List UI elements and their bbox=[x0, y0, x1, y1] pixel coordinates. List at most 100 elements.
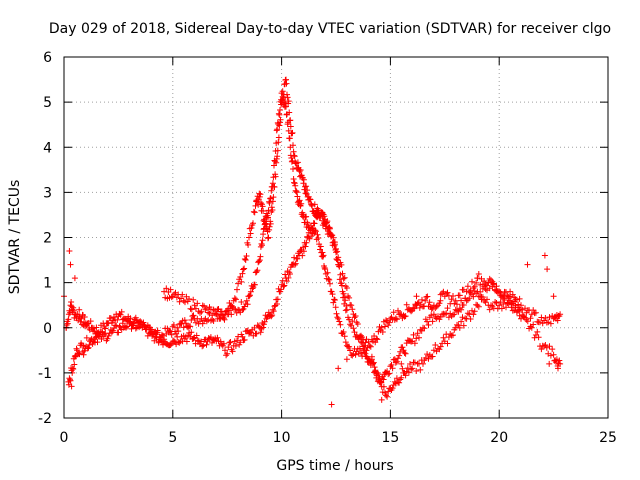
data-point bbox=[261, 216, 268, 223]
data-point bbox=[238, 278, 245, 285]
data-point bbox=[66, 248, 73, 254]
data-point bbox=[418, 327, 425, 334]
data-point bbox=[342, 339, 349, 346]
data-point bbox=[410, 304, 417, 311]
data-point bbox=[337, 271, 344, 278]
data-point bbox=[377, 378, 384, 385]
data-point bbox=[266, 200, 273, 206]
data-point bbox=[158, 331, 165, 338]
data-point bbox=[297, 167, 304, 173]
data-point bbox=[554, 317, 561, 324]
data-point bbox=[224, 350, 231, 357]
data-point bbox=[550, 293, 557, 300]
data-point bbox=[488, 302, 494, 309]
data-point bbox=[194, 337, 201, 344]
data-point bbox=[175, 328, 182, 335]
data-point bbox=[222, 311, 228, 318]
y-tick-label: 5 bbox=[43, 95, 52, 111]
data-point bbox=[490, 281, 497, 288]
data-point bbox=[557, 311, 564, 318]
data-point bbox=[341, 333, 348, 340]
data-point bbox=[535, 334, 542, 341]
data-point bbox=[503, 304, 509, 311]
data-point bbox=[450, 311, 456, 318]
data-point bbox=[274, 147, 281, 154]
axis-ticks: 0 5 10 15 20 25 -2 -1 0 1 2 3 4 5 6 bbox=[38, 50, 617, 446]
data-point bbox=[367, 343, 374, 350]
data-point bbox=[432, 305, 439, 311]
data-point bbox=[93, 324, 100, 331]
data-point bbox=[288, 158, 295, 165]
data-point bbox=[481, 278, 488, 284]
data-point bbox=[220, 340, 227, 347]
data-point bbox=[130, 322, 137, 329]
data-point bbox=[437, 291, 444, 298]
data-point bbox=[203, 305, 210, 312]
data-point bbox=[349, 306, 356, 313]
data-point bbox=[470, 293, 477, 300]
data-point bbox=[287, 271, 293, 277]
data-point bbox=[340, 290, 347, 297]
data-point bbox=[398, 360, 405, 367]
data-point bbox=[67, 377, 74, 384]
data-point bbox=[524, 318, 531, 325]
data-point bbox=[81, 314, 88, 320]
data-point bbox=[342, 297, 349, 304]
data-point bbox=[243, 253, 250, 259]
data-point bbox=[286, 109, 293, 116]
data-point bbox=[192, 305, 199, 312]
data-point bbox=[228, 311, 235, 318]
data-point bbox=[335, 365, 342, 372]
data-point bbox=[458, 297, 465, 304]
data-point bbox=[452, 297, 459, 304]
data-point bbox=[227, 339, 234, 345]
data-point bbox=[75, 350, 82, 357]
data-point bbox=[235, 280, 242, 287]
data-point bbox=[238, 299, 245, 305]
data-point bbox=[199, 320, 206, 327]
data-point bbox=[430, 311, 437, 318]
data-point bbox=[530, 307, 537, 314]
data-point bbox=[115, 329, 122, 336]
data-point bbox=[328, 401, 335, 408]
data-point bbox=[269, 306, 276, 313]
data-point bbox=[437, 297, 444, 304]
data-point bbox=[392, 359, 399, 366]
data-point bbox=[441, 311, 448, 318]
data-point bbox=[275, 134, 282, 141]
data-point bbox=[253, 330, 260, 337]
data-point bbox=[475, 303, 482, 310]
data-point bbox=[248, 225, 255, 231]
data-point bbox=[83, 334, 90, 341]
data-point bbox=[370, 360, 376, 367]
data-point bbox=[498, 305, 505, 312]
data-point bbox=[251, 209, 258, 216]
data-point bbox=[539, 320, 546, 327]
data-point bbox=[366, 342, 373, 349]
data-point bbox=[424, 318, 431, 325]
data-point bbox=[389, 365, 396, 372]
data-point bbox=[388, 361, 395, 368]
data-point bbox=[361, 342, 368, 349]
data-point bbox=[113, 322, 120, 329]
data-point bbox=[173, 294, 180, 301]
data-point bbox=[170, 337, 177, 344]
data-point bbox=[475, 271, 482, 277]
data-point bbox=[390, 309, 397, 316]
data-point bbox=[411, 340, 418, 347]
data-point bbox=[241, 265, 248, 272]
data-point bbox=[363, 347, 370, 354]
data-point bbox=[336, 263, 343, 270]
data-point bbox=[376, 375, 383, 381]
data-point bbox=[151, 337, 158, 344]
data-point bbox=[464, 310, 471, 317]
data-point bbox=[213, 311, 220, 318]
data-point bbox=[280, 96, 287, 103]
data-point bbox=[424, 351, 431, 358]
data-point bbox=[272, 173, 279, 180]
data-point bbox=[197, 309, 203, 316]
data-point bbox=[340, 275, 347, 282]
data-point bbox=[327, 225, 333, 232]
data-point bbox=[289, 129, 296, 136]
data-point bbox=[336, 276, 343, 283]
